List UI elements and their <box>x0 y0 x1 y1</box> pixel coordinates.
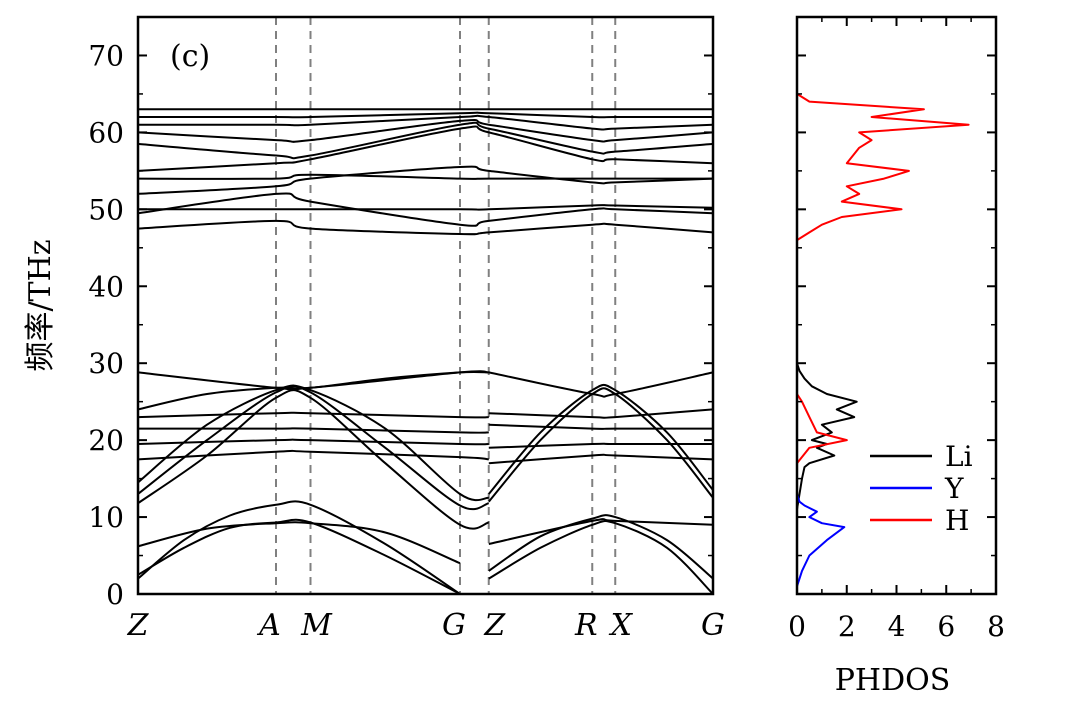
phonon-band-line <box>137 192 714 227</box>
kpoint-label: M <box>300 608 333 643</box>
legend-label-h: H <box>945 504 969 537</box>
phonon-band-line <box>488 519 714 595</box>
phdos-curve-y <box>796 493 846 587</box>
kpoint-label: Z <box>483 608 506 643</box>
phonon-band-line <box>488 423 713 430</box>
phonon-band-line <box>138 427 489 434</box>
phdos-x-tick-label: 6 <box>937 610 955 643</box>
phonon-band-line <box>137 521 461 565</box>
phonon-band-line <box>137 118 714 143</box>
phonon-band-line <box>138 204 714 211</box>
y-tick-label: 30 <box>88 347 124 380</box>
y-tick-label: 50 <box>88 193 124 226</box>
phonon-band-line <box>488 442 713 449</box>
legend-label-y: Y <box>944 472 964 505</box>
phonon-bands <box>137 108 714 595</box>
panel-label: (c) <box>170 39 210 74</box>
phonon-band-line <box>488 518 714 545</box>
phdos-curves <box>796 93 970 587</box>
phonon-band-line <box>488 408 714 419</box>
phonon-band-line <box>488 383 714 495</box>
y-tick-label: 10 <box>88 501 124 534</box>
y-tick-label: 40 <box>88 270 124 303</box>
phdos-curve-h <box>796 93 970 464</box>
phonon-band-line <box>137 384 489 502</box>
phdos-x-axis-label: PHDOS <box>835 663 951 698</box>
phonon-band-line <box>137 449 489 461</box>
band-plot-frame <box>136 15 715 596</box>
phonon-band-line <box>137 389 490 530</box>
phdos-x-tick-label: 4 <box>888 610 906 643</box>
kpoint-label: G <box>701 608 725 643</box>
phonon-band-line <box>137 125 714 172</box>
y-tick-label: 0 <box>106 578 124 611</box>
phdos-x-tick-label: 8 <box>987 610 1005 643</box>
kpoint-label: X <box>609 608 634 643</box>
phdos-curve-li <box>796 362 858 510</box>
phonon-band-line <box>488 514 714 580</box>
phonon-band-line <box>137 370 489 391</box>
phonon-band-line <box>138 111 713 119</box>
kpoint-label: R <box>574 608 598 643</box>
kpoint-divider-lines <box>275 17 617 594</box>
kpoint-label: A <box>256 608 281 643</box>
phonon-band-line <box>137 165 714 195</box>
y-axis-label: 频率/THz <box>23 239 58 371</box>
phonon-band-line <box>137 121 714 160</box>
phdos-x-tick-label: 2 <box>838 610 856 643</box>
phonon-band-line <box>138 114 714 131</box>
phonon-band-line <box>137 518 461 595</box>
kpoint-label: Z <box>127 608 150 643</box>
phonon-band-line <box>137 411 489 419</box>
phonon-band-line <box>137 500 461 595</box>
phdos-y-ticks <box>797 54 996 595</box>
phonon-band-line <box>488 371 714 398</box>
phdos-x-tick-label: 0 <box>788 610 806 643</box>
y-tick-label: 20 <box>88 424 124 457</box>
y-tick-label: 70 <box>88 39 124 72</box>
phonon-band-line <box>488 453 714 465</box>
phonon-band-line <box>137 384 490 511</box>
phonon-band-line <box>137 219 714 236</box>
y-axis-ticks: 0 10 20 30 40 50 60 70 <box>88 39 713 611</box>
phonon-band-line <box>137 438 489 446</box>
phonon-band-line <box>137 173 713 180</box>
y-tick-label: 60 <box>88 116 124 149</box>
kpoint-label: G <box>442 608 466 643</box>
legend-label-li: Li <box>945 440 973 473</box>
